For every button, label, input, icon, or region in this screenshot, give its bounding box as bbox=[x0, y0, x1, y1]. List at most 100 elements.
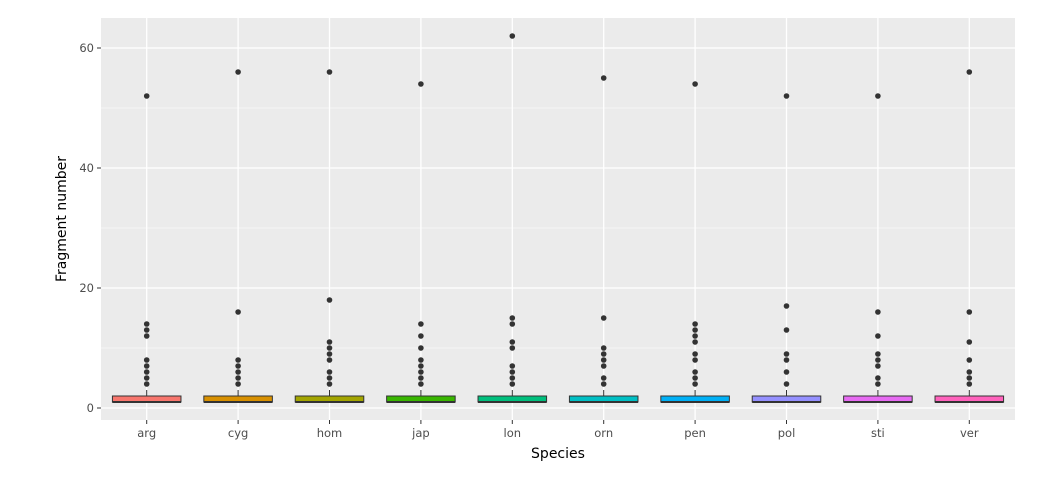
outlier-point bbox=[326, 369, 333, 375]
outlier-point bbox=[235, 381, 241, 387]
outlier-point bbox=[418, 381, 424, 387]
outlier-point bbox=[235, 375, 241, 381]
outlier-point bbox=[509, 345, 516, 351]
box-hom bbox=[294, 69, 365, 403]
outlier-point bbox=[600, 381, 607, 387]
outlier-point bbox=[875, 309, 881, 315]
outlier-point bbox=[235, 357, 241, 363]
outlier-point bbox=[509, 321, 516, 327]
box-sti bbox=[843, 93, 913, 403]
outlier-point bbox=[600, 357, 607, 363]
outlier-point bbox=[235, 363, 241, 369]
box-arg bbox=[111, 93, 182, 403]
outlier-point bbox=[966, 369, 973, 375]
outlier-point bbox=[326, 375, 333, 381]
outlier-point bbox=[875, 363, 881, 369]
outlier-point bbox=[326, 339, 333, 345]
outlier-point bbox=[966, 375, 973, 381]
outlier-point bbox=[509, 363, 516, 369]
outlier-point bbox=[600, 351, 607, 357]
outlier-point bbox=[143, 327, 150, 333]
outlier-point bbox=[326, 381, 333, 387]
outlier-point bbox=[875, 375, 881, 381]
outlier-point bbox=[783, 327, 790, 333]
x-tick-label: pen bbox=[684, 426, 706, 440]
outlier-point bbox=[509, 339, 516, 345]
outlier-point bbox=[692, 81, 698, 87]
box-lon bbox=[477, 33, 548, 403]
outlier-point bbox=[692, 357, 698, 363]
outlier-point bbox=[509, 369, 516, 375]
x-tick-label: jap bbox=[411, 426, 430, 440]
outlier-point bbox=[418, 321, 424, 327]
outlier-point bbox=[143, 333, 150, 339]
box-pol bbox=[751, 93, 822, 403]
x-tick-label: orn bbox=[594, 426, 613, 440]
outlier-point bbox=[143, 321, 150, 327]
outlier-point bbox=[509, 375, 516, 381]
outlier-point bbox=[235, 369, 241, 375]
outlier-point bbox=[326, 345, 333, 351]
box-ver bbox=[934, 69, 1005, 403]
outlier-point bbox=[692, 339, 698, 345]
outlier-point bbox=[966, 339, 973, 345]
box-pen bbox=[660, 81, 730, 403]
outlier-point bbox=[143, 369, 150, 375]
outlier-point bbox=[875, 351, 881, 357]
x-tick-label: lon bbox=[504, 426, 522, 440]
outlier-point bbox=[143, 93, 150, 99]
outlier-point bbox=[600, 345, 607, 351]
x-tick-label: ver bbox=[960, 426, 979, 440]
outlier-point bbox=[143, 357, 150, 363]
outlier-point bbox=[600, 315, 607, 321]
outlier-point bbox=[783, 381, 790, 387]
outlier-point bbox=[692, 369, 698, 375]
outlier-point bbox=[966, 69, 973, 75]
outlier-point bbox=[692, 351, 698, 357]
outlier-point bbox=[875, 93, 881, 99]
outlier-point bbox=[692, 381, 698, 387]
minor-gridlines bbox=[101, 107, 1015, 349]
outlier-point bbox=[783, 369, 790, 375]
x-tick-label: sti bbox=[871, 426, 885, 440]
outlier-point bbox=[783, 351, 790, 357]
y-axis: 0 20 40 60 bbox=[79, 41, 101, 415]
x-tick-label: pol bbox=[778, 426, 796, 440]
panel-background bbox=[101, 18, 1015, 420]
outlier-point bbox=[875, 357, 881, 363]
y-tick-label: 40 bbox=[79, 161, 94, 175]
outlier-point bbox=[783, 357, 790, 363]
outlier-point bbox=[692, 375, 698, 381]
outlier-point bbox=[509, 33, 516, 39]
outlier-point bbox=[418, 357, 424, 363]
outlier-point bbox=[143, 381, 150, 387]
outlier-point bbox=[600, 363, 607, 369]
outlier-point bbox=[783, 303, 790, 309]
y-tick-label: 60 bbox=[79, 41, 94, 55]
box-orn bbox=[568, 75, 639, 403]
outlier-point bbox=[875, 381, 881, 387]
outlier-point bbox=[692, 321, 698, 327]
outlier-point bbox=[966, 309, 973, 315]
outlier-point bbox=[235, 309, 241, 315]
outlier-point bbox=[143, 375, 150, 381]
outlier-point bbox=[692, 327, 698, 333]
outlier-point bbox=[235, 69, 241, 75]
outlier-point bbox=[418, 375, 424, 381]
y-tick-label: 0 bbox=[87, 401, 94, 415]
x-tick-label: cyg bbox=[228, 426, 248, 440]
outlier-point bbox=[143, 363, 150, 369]
y-tick-label: 20 bbox=[79, 281, 94, 295]
boxes-layer bbox=[111, 33, 1005, 403]
outlier-point bbox=[875, 333, 881, 339]
outlier-point bbox=[692, 333, 698, 339]
outlier-point bbox=[326, 357, 333, 363]
outlier-point bbox=[966, 357, 973, 363]
outlier-point bbox=[418, 81, 424, 87]
outlier-point bbox=[418, 369, 424, 375]
x-tick-label: hom bbox=[317, 426, 343, 440]
outlier-point bbox=[783, 93, 790, 99]
x-tick-label: arg bbox=[137, 426, 156, 440]
x-axis-title: Species bbox=[531, 446, 585, 462]
